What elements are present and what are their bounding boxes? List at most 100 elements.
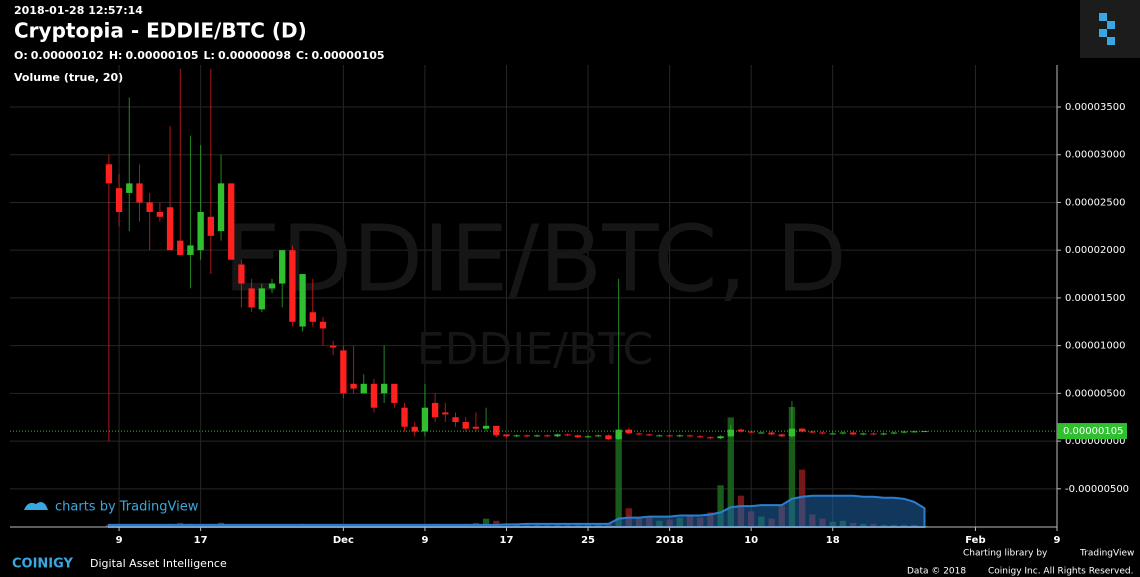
volume-bar (615, 433, 622, 527)
candle-body (299, 274, 306, 327)
candle-body (921, 431, 928, 433)
candle-body (513, 435, 520, 437)
ohlc-label: O: (14, 49, 28, 62)
y-tick-label: 0.00003500 (1065, 102, 1125, 113)
ohlc-value: 0.00000102 (31, 49, 104, 62)
candle-body (646, 434, 653, 436)
candle-body (197, 212, 204, 251)
last-price-tag (1057, 423, 1127, 440)
candle-body (462, 422, 469, 429)
y-tick-label: 0.00001500 (1065, 293, 1125, 304)
candle-body (523, 435, 531, 437)
library-name[interactable]: TradingView (1079, 549, 1134, 559)
candle-body (666, 435, 673, 437)
candle-body (788, 428, 796, 437)
candle-body (870, 433, 877, 435)
candle-body (544, 435, 551, 437)
candle-body (911, 431, 918, 433)
plot (10, 68, 1057, 528)
y-tick-label: 0.00000500 (1065, 388, 1125, 399)
candle-body (656, 435, 663, 437)
x-tick-label: Feb (965, 535, 985, 546)
x-tick-label: 10 (744, 535, 758, 546)
watermark-sub: EDDIE/BTC (417, 324, 653, 375)
candle-body (421, 407, 429, 432)
candle-body (900, 431, 908, 433)
candle-body (768, 432, 775, 435)
study-legend[interactable]: Volume (true, 20) (14, 71, 123, 84)
y-tick-label: 0.00003000 (1065, 150, 1125, 161)
candle-body (411, 426, 418, 432)
candle-body (248, 288, 255, 308)
volume-bar (493, 520, 500, 527)
ohlc-value: 0.00000098 (218, 49, 291, 62)
candle-body (707, 437, 714, 439)
candle-body (279, 250, 286, 284)
candle-body (564, 434, 571, 436)
x-tick-label: 9 (116, 535, 123, 546)
logo-icon (1099, 13, 1115, 45)
candle-body (228, 183, 235, 260)
x-tick-label: 9 (1054, 535, 1061, 546)
x-tick-label: 18 (826, 535, 840, 546)
candle-body (268, 283, 276, 289)
candle-body (605, 435, 612, 440)
candle-body (472, 426, 480, 429)
candle-body (289, 250, 296, 322)
candle-body (798, 428, 806, 432)
y-tick-label: 0.00001000 (1065, 341, 1125, 352)
candle-body (258, 288, 265, 310)
candle-body (350, 383, 357, 389)
candle-body (829, 433, 836, 435)
tv-logo (24, 502, 48, 510)
candle-body (809, 431, 816, 433)
candle-body (391, 383, 398, 403)
candle-body (615, 429, 622, 440)
volume-bar (717, 485, 724, 527)
y-tick-label: -0.00000500 (1065, 484, 1129, 495)
candle-body (778, 434, 785, 437)
candle-body (105, 164, 113, 184)
tv-credit[interactable]: charts by TradingView (55, 500, 199, 515)
y-tick-label: 0.00002500 (1065, 197, 1125, 208)
title: Cryptopia - EDDIE/BTC (D) (14, 19, 307, 43)
candle-body (380, 383, 388, 394)
candle-body (156, 212, 164, 217)
ohlc-label: L: (204, 49, 215, 62)
candle-body (401, 407, 408, 427)
library-credit: Charting library by (963, 549, 1048, 559)
x-tick-label: 25 (581, 535, 595, 546)
candle-body (177, 240, 184, 255)
candle-body (737, 429, 745, 432)
x-tick-label: 17 (500, 535, 514, 546)
candle-body (136, 183, 143, 203)
candle-body (849, 432, 857, 435)
watermark: EDDIE/BTC, D (223, 205, 847, 312)
candle-body (686, 435, 694, 437)
ohlc-value: 0.00000105 (125, 49, 198, 62)
candle-body (207, 216, 214, 236)
candle-body (819, 432, 826, 434)
coinigy-logo[interactable]: COINIGY (12, 557, 74, 572)
tagline: Digital Asset Intelligence (90, 557, 227, 570)
ohlc-label: C: (296, 49, 308, 62)
candle-body (717, 436, 724, 439)
x-tick-label: Dec (333, 535, 354, 546)
timestamp: 2018-01-28 12:57:14 (14, 4, 143, 17)
candle-body (309, 312, 316, 322)
ohlc-value: 0.00000105 (312, 49, 385, 62)
candle-body (360, 383, 367, 394)
candle-body (890, 432, 898, 434)
candle-body (442, 412, 449, 415)
candle-body (452, 417, 459, 422)
candle-body (238, 264, 245, 284)
candle-body (319, 321, 327, 329)
data-credit: Data © 2018 (907, 567, 966, 577)
candle-body (635, 433, 643, 435)
candle-body (697, 436, 704, 438)
candle-body (126, 183, 133, 193)
candle-body (146, 202, 153, 212)
candle-body (217, 183, 225, 232)
candle-body (839, 432, 847, 434)
